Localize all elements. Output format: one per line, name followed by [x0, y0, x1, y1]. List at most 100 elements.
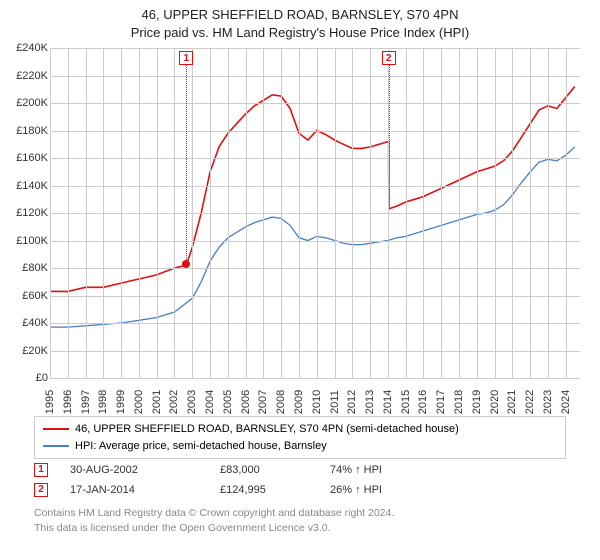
- sales-row: 2 17-JAN-2014 £124,995 26% ↑ HPI: [34, 480, 566, 500]
- gridline-h: [50, 131, 580, 132]
- gridline-h: [50, 213, 580, 214]
- gridline-v: [495, 48, 496, 378]
- legend-row: 46, UPPER SHEFFIELD ROAD, BARNSLEY, S70 …: [43, 421, 557, 438]
- x-axis-label: 2006: [240, 390, 252, 414]
- x-axis-label: 2014: [382, 390, 394, 414]
- title-line1: 46, UPPER SHEFFIELD ROAD, BARNSLEY, S70 …: [0, 6, 600, 24]
- gridline-h: [50, 76, 580, 77]
- gridline-v: [121, 48, 122, 378]
- gridline-v: [370, 48, 371, 378]
- y-axis-label: £60K: [2, 290, 48, 302]
- x-axis-label: 2024: [560, 390, 572, 414]
- legend-swatch-2: [43, 445, 69, 447]
- gridline-v: [174, 48, 175, 378]
- legend: 46, UPPER SHEFFIELD ROAD, BARNSLEY, S70 …: [34, 416, 566, 459]
- x-axis-label: 1997: [80, 390, 92, 414]
- marker-dot: [182, 260, 190, 268]
- sale-price: £124,995: [220, 484, 330, 496]
- sale-pct: 74% ↑ HPI: [330, 464, 450, 476]
- gridline-h: [50, 378, 580, 379]
- x-axis-label: 1996: [62, 390, 74, 414]
- x-axis-label: 1995: [44, 390, 56, 414]
- x-axis-label: 1999: [115, 390, 127, 414]
- y-axis-label: £20K: [2, 345, 48, 357]
- gridline-v: [477, 48, 478, 378]
- x-axis-label: 2007: [257, 390, 269, 414]
- y-axis-label: £100K: [2, 235, 48, 247]
- marker-line: [186, 65, 187, 264]
- sale-pct: 26% ↑ HPI: [330, 484, 450, 496]
- x-axis-label: 2013: [364, 390, 376, 414]
- gridline-v: [68, 48, 69, 378]
- x-axis-label: 2009: [293, 390, 305, 414]
- legend-label-1: 46, UPPER SHEFFIELD ROAD, BARNSLEY, S70 …: [75, 421, 459, 438]
- gridline-v: [512, 48, 513, 378]
- sales-row: 1 30-AUG-2002 £83,000 74% ↑ HPI: [34, 460, 566, 480]
- gridline-v: [246, 48, 247, 378]
- gridline-h: [50, 103, 580, 104]
- chart-area: 12 £0£20K£40K£60K£80K£100K£120K£140K£160…: [0, 42, 600, 412]
- x-axis-label: 2005: [222, 390, 234, 414]
- gridline-v: [548, 48, 549, 378]
- gridline-h: [50, 158, 580, 159]
- x-axis-label: 2004: [204, 390, 216, 414]
- gridline-v: [281, 48, 282, 378]
- gridline-v: [50, 48, 51, 378]
- chart-title: 46, UPPER SHEFFIELD ROAD, BARNSLEY, S70 …: [0, 0, 600, 41]
- gridline-h: [50, 48, 580, 49]
- x-axis-label: 2001: [151, 390, 163, 414]
- gridline-v: [263, 48, 264, 378]
- y-axis-label: £140K: [2, 180, 48, 192]
- chart-container: 46, UPPER SHEFFIELD ROAD, BARNSLEY, S70 …: [0, 0, 600, 560]
- x-axis-label: 2012: [346, 390, 358, 414]
- x-axis-label: 2011: [329, 390, 341, 414]
- x-axis-label: 2017: [435, 390, 447, 414]
- y-axis-label: £180K: [2, 125, 48, 137]
- footnote-line2: This data is licensed under the Open Gov…: [34, 521, 394, 536]
- gridline-v: [228, 48, 229, 378]
- y-axis-label: £80K: [2, 262, 48, 274]
- gridline-v: [441, 48, 442, 378]
- gridline-v: [103, 48, 104, 378]
- gridline-v: [566, 48, 567, 378]
- gridline-v: [423, 48, 424, 378]
- x-axis-label: 2019: [471, 390, 483, 414]
- marker-box: 2: [382, 51, 396, 65]
- x-axis-label: 2020: [489, 390, 501, 414]
- y-axis-label: £40K: [2, 317, 48, 329]
- x-axis-label: 2008: [275, 390, 287, 414]
- legend-swatch-1: [43, 428, 69, 430]
- gridline-h: [50, 186, 580, 187]
- gridline-h: [50, 241, 580, 242]
- x-axis-label: 2021: [506, 390, 518, 414]
- gridline-v: [86, 48, 87, 378]
- gridline-v: [192, 48, 193, 378]
- x-axis-label: 2010: [311, 390, 323, 414]
- gridline-v: [299, 48, 300, 378]
- y-axis-label: £240K: [2, 42, 48, 54]
- gridline-v: [210, 48, 211, 378]
- x-axis-label: 2015: [400, 390, 412, 414]
- footnote-line1: Contains HM Land Registry data © Crown c…: [34, 506, 394, 521]
- y-axis-label: £160K: [2, 152, 48, 164]
- x-axis-label: 2000: [133, 390, 145, 414]
- legend-row: HPI: Average price, semi-detached house,…: [43, 438, 557, 455]
- gridline-h: [50, 268, 580, 269]
- y-axis-label: £120K: [2, 207, 48, 219]
- gridline-v: [406, 48, 407, 378]
- y-axis-label: £0: [2, 372, 48, 384]
- y-axis-label: £200K: [2, 97, 48, 109]
- marker-line: [389, 65, 390, 206]
- x-axis-label: 1998: [97, 390, 109, 414]
- sale-date: 17-JAN-2014: [70, 484, 220, 496]
- sale-price: £83,000: [220, 464, 330, 476]
- gridline-v: [139, 48, 140, 378]
- sale-marker-1: 1: [34, 463, 48, 477]
- series-hpi: [50, 147, 575, 327]
- gridline-v: [157, 48, 158, 378]
- gridline-h: [50, 351, 580, 352]
- gridline-v: [459, 48, 460, 378]
- gridline-v: [530, 48, 531, 378]
- gridline-v: [335, 48, 336, 378]
- x-axis-label: 2022: [524, 390, 536, 414]
